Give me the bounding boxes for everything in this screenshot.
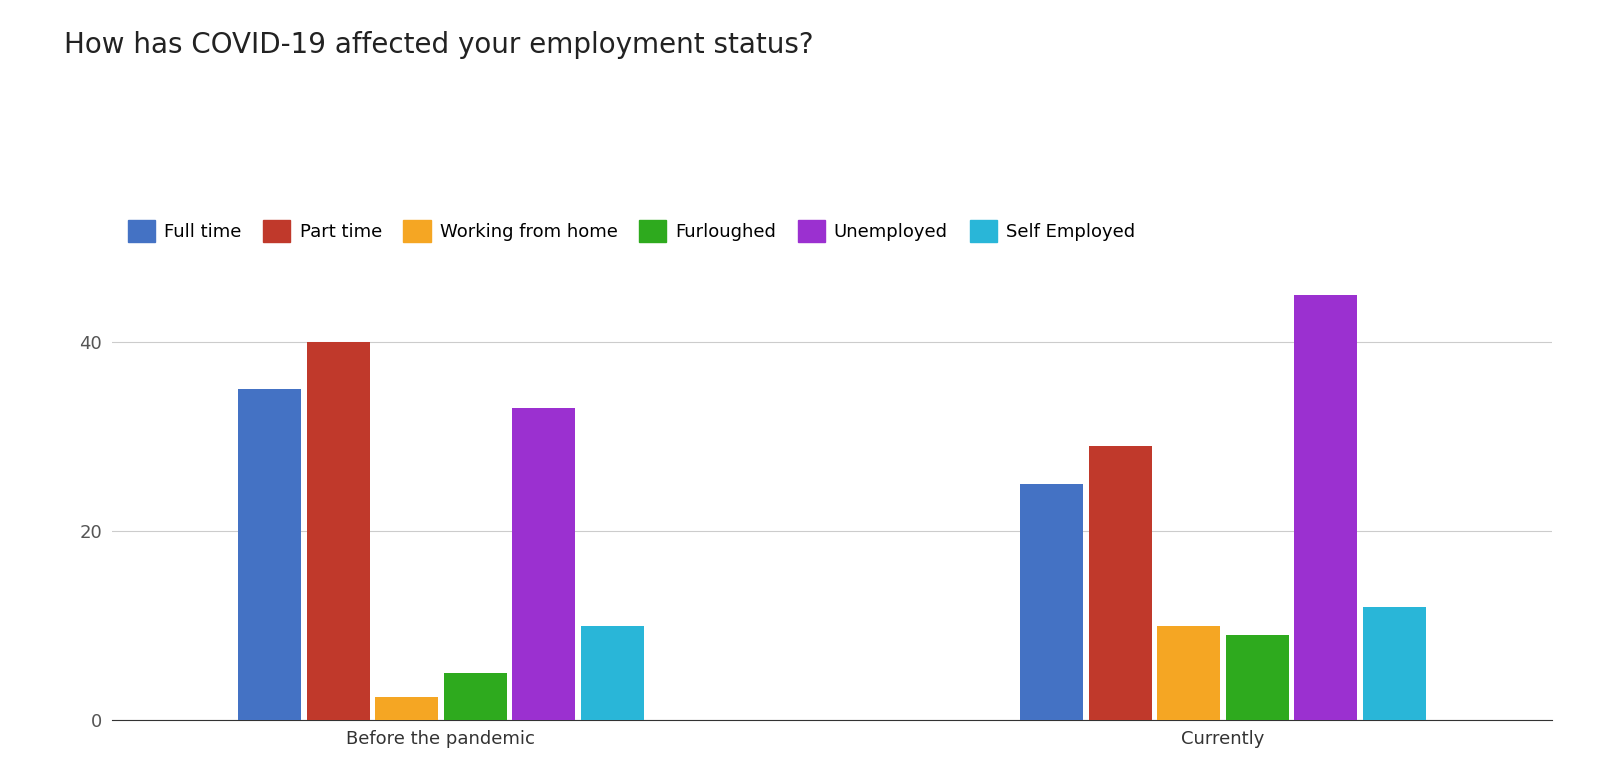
Bar (1021, 484, 1083, 720)
Bar (1294, 294, 1357, 720)
Legend: Full time, Part time, Working from home, Furloughed, Unemployed, Self Employed: Full time, Part time, Working from home,… (122, 213, 1142, 249)
Bar (1226, 635, 1290, 720)
Bar (1090, 446, 1152, 720)
Bar (512, 408, 574, 720)
Bar (1363, 607, 1426, 720)
Bar (443, 673, 507, 720)
Bar (374, 697, 438, 720)
Text: How has COVID-19 affected your employment status?: How has COVID-19 affected your employmen… (64, 31, 814, 60)
Bar (307, 342, 370, 720)
Bar (581, 626, 643, 720)
Bar (1157, 626, 1221, 720)
Bar (238, 389, 301, 720)
